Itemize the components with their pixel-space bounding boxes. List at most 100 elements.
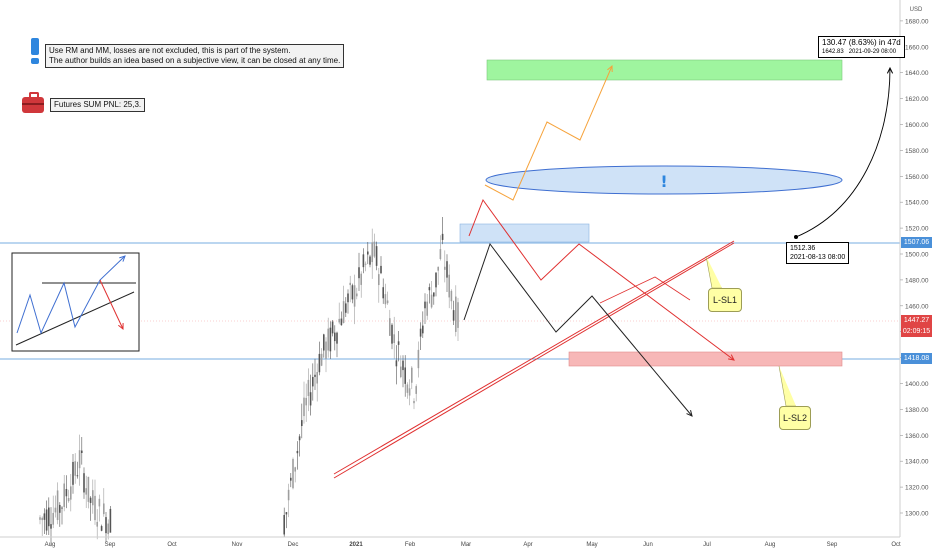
candle-body (426, 301, 428, 316)
y-tick-label: 1460.00 (905, 303, 929, 310)
y-tick-label: 1300.00 (905, 511, 929, 518)
candle-body (83, 473, 85, 493)
candle-body (331, 321, 334, 334)
candle-body (371, 242, 373, 263)
x-tick-label: Aug (45, 542, 56, 548)
candle-body (85, 488, 87, 495)
candle-body (353, 285, 356, 307)
black-arrowhead (686, 410, 693, 417)
x-tick-label: Nov (232, 542, 243, 548)
measure-curve (795, 67, 891, 238)
candle-body (340, 318, 343, 326)
red-mini-path (599, 276, 691, 304)
y-tick-label: 1480.00 (905, 277, 929, 284)
candle-body (287, 489, 290, 501)
candle-body (419, 328, 422, 337)
candle-body (309, 392, 312, 406)
candle-body (338, 318, 340, 323)
y-tick-label: 1340.00 (905, 459, 929, 466)
candle-body (345, 303, 347, 313)
candle-body (290, 477, 292, 481)
candle-body (386, 300, 389, 304)
candle-body (56, 490, 59, 521)
candle-body (448, 274, 450, 298)
red-projection-path (468, 198, 735, 361)
candle-body (446, 261, 448, 278)
candle-body (52, 512, 54, 525)
candle-body (45, 509, 48, 531)
x-tick-label: Jul (703, 542, 711, 548)
disclaimer-line-1: Use RM and MM, losses are not excluded, … (49, 46, 291, 55)
callout-l-sl1-pointer (705, 255, 722, 289)
x-tick-label: Apr (523, 542, 532, 548)
candle-body (92, 490, 94, 506)
candle-body (408, 388, 411, 396)
candle-body (103, 503, 105, 515)
resistance-zone-blue (459, 223, 590, 243)
candle-body (76, 475, 79, 477)
disclaimer-line-2: The author builds an idea based on a sub… (49, 56, 341, 65)
candle-body (294, 467, 296, 472)
x-tick-label: 2021 (349, 542, 363, 548)
candle-body (393, 334, 395, 343)
candle-body (441, 233, 444, 240)
candle-body (316, 372, 318, 384)
price-axis[interactable]: USD 1300.00 1320.00 1340.00 1360.00 1380.00 14… (899, 0, 929, 537)
candle-body (74, 461, 76, 476)
candle-body (437, 266, 439, 271)
measure-end-price: 1642.83 (822, 49, 844, 55)
pnl-note[interactable]: Futures SUM PNL: 25,3. (50, 98, 146, 112)
candle-body (415, 386, 417, 394)
measure-start-label[interactable]: 1512.36 2021-08-13 08:00 (786, 242, 850, 264)
candle-body (283, 514, 285, 535)
y-tick-label: 1500.00 (905, 252, 929, 259)
candle-body (364, 263, 367, 265)
candle-body (397, 341, 400, 345)
candle-body (367, 251, 369, 255)
x-tick-label: Sep (827, 542, 838, 548)
measure-result-label[interactable]: 130.47 (8.63%) in 47d 1642.83 2021-09-29… (818, 36, 905, 58)
candle-body (81, 450, 83, 454)
callout-l-sl2[interactable]: L-SL2 (779, 406, 811, 430)
candle-body (54, 507, 57, 513)
candle-body (87, 476, 90, 502)
candle-body (428, 287, 431, 291)
briefcase-icon (22, 92, 44, 114)
callout-l-sl1[interactable]: L-SL1 (708, 288, 742, 312)
candle-body (378, 274, 380, 286)
measure-start-dot (794, 235, 798, 239)
bull-projection-path (484, 65, 613, 201)
candle-body (59, 504, 61, 513)
candle-body (63, 483, 65, 507)
x-tick-label: Aug (765, 542, 776, 548)
y-tick-label: 1400.00 (905, 381, 929, 388)
y-tick-label: 1660.00 (905, 44, 929, 51)
candle-body (342, 301, 345, 323)
candle-body (43, 513, 46, 520)
candle-body (296, 450, 299, 454)
candle-body (455, 296, 457, 332)
schematic-bull-arrow (119, 255, 126, 262)
candle-body (314, 374, 316, 377)
candle-body (320, 353, 323, 366)
candle-body (384, 294, 387, 305)
candle-body (402, 360, 404, 371)
support-zone-red (568, 351, 843, 367)
time-axis[interactable]: Aug Sep Oct Nov Dec 2021 Feb Mar Apr May Jun Jul Aug… (0, 536, 901, 548)
candle-body (404, 367, 406, 384)
candle-body (329, 327, 332, 352)
candle-body (406, 384, 409, 393)
x-tick-label: Jun (643, 542, 653, 548)
red-arrowhead (728, 354, 735, 361)
candle-body (48, 507, 50, 527)
disclaimer-note[interactable]: Use RM and MM, losses are not excluded, … (45, 44, 345, 68)
schematic-box (11, 252, 140, 352)
candle-body (389, 318, 391, 336)
currency-label: USD (910, 7, 923, 13)
candle-body (413, 400, 415, 404)
candle-body (395, 360, 398, 367)
callout-l-sl2-label: L-SL2 (782, 413, 808, 423)
trend-line-2 (333, 240, 735, 475)
measure-result: 130.47 (8.63%) in 47d (822, 38, 901, 47)
